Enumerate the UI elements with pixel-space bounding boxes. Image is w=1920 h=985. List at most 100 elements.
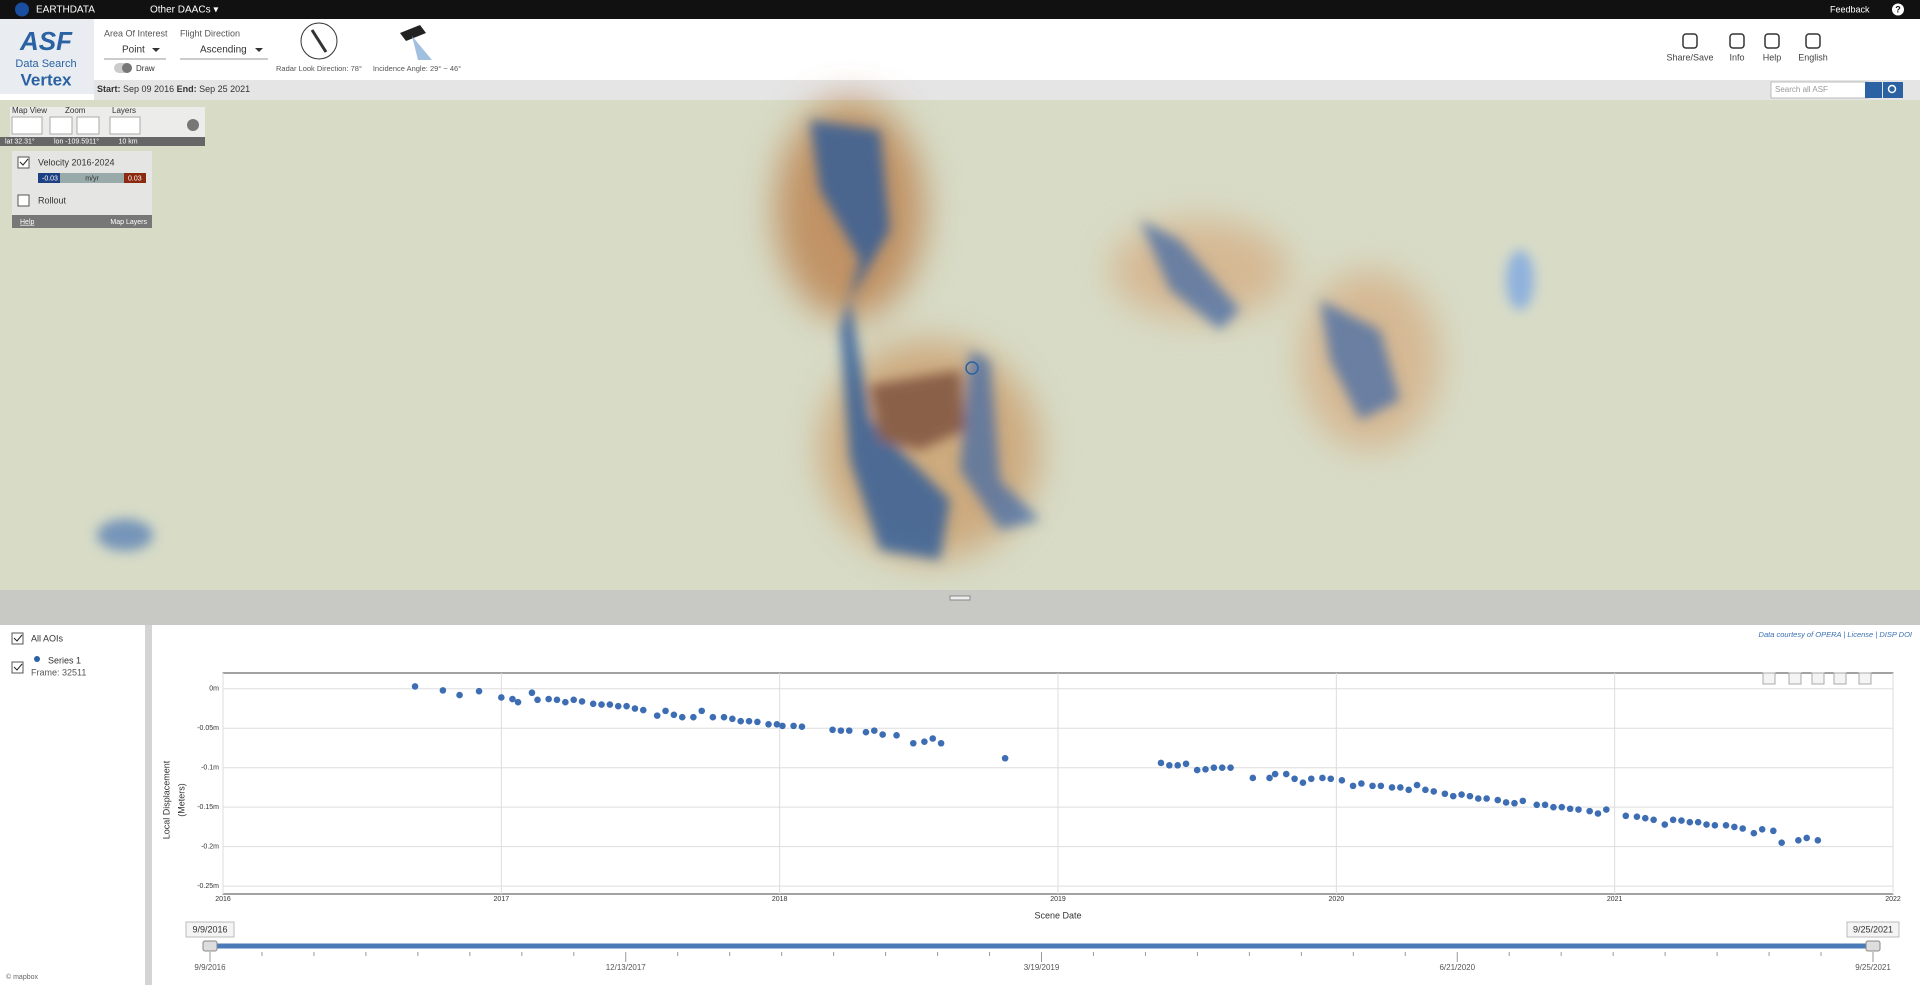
colorbar-unit: m/yr — [85, 175, 99, 182]
y-tick-label: -0.15m — [197, 804, 219, 811]
layer-name: Rollout — [38, 195, 67, 205]
pin — [34, 656, 40, 662]
point — [1193, 766, 1201, 774]
point — [475, 687, 483, 695]
point — [514, 698, 522, 706]
map-layers-link[interactable]: Map Layers — [110, 219, 147, 226]
point — [1533, 801, 1541, 809]
point — [1633, 813, 1641, 820]
point — [779, 722, 786, 730]
help-link[interactable]: Help — [20, 219, 35, 226]
point — [1519, 797, 1527, 805]
slider-handle[interactable] — [1865, 940, 1881, 952]
checkbox[interactable] — [11, 632, 24, 645]
y-tick-label: -0.1m — [201, 765, 219, 772]
modebar-button[interactable] — [1788, 672, 1802, 685]
draw-label: Draw — [136, 64, 155, 73]
point — [1299, 779, 1307, 787]
credit: Data courtesy of OPERA | License | DISP … — [1759, 630, 1912, 639]
point — [720, 713, 728, 721]
modebar-button[interactable] — [1811, 672, 1825, 685]
point — [678, 713, 686, 721]
attribution: © mapbox — [6, 973, 39, 981]
nav-icon[interactable] — [1764, 33, 1780, 49]
collapse-button[interactable] — [187, 119, 199, 131]
zoom-in[interactable] — [49, 116, 73, 135]
point — [798, 723, 806, 730]
y-tick-label: 0m — [209, 686, 219, 693]
point — [754, 718, 761, 726]
point — [439, 687, 447, 694]
point — [871, 727, 878, 734]
colorbar-min — [38, 173, 60, 183]
point — [1669, 816, 1677, 824]
point — [509, 695, 516, 703]
nav-icon[interactable] — [1729, 33, 1745, 49]
colorbar — [38, 173, 146, 183]
slider-tick-label: 6/21/2020 — [1439, 963, 1475, 972]
date-bar — [94, 80, 1920, 100]
zoom-out[interactable] — [76, 116, 100, 135]
modebar-button[interactable] — [1762, 672, 1776, 685]
search-button[interactable] — [1883, 82, 1903, 98]
flight-value[interactable]: Ascending — [200, 45, 247, 56]
point — [456, 691, 463, 699]
layer-checkbox[interactable] — [17, 156, 30, 169]
nav-icon[interactable] — [1682, 33, 1698, 49]
point — [562, 698, 569, 706]
nav: Share/Save Info Help English — [1666, 33, 1828, 62]
point — [662, 707, 669, 715]
license-link[interactable]: License | — [1847, 630, 1877, 639]
point — [570, 696, 577, 704]
modebar-button[interactable] — [1858, 672, 1872, 685]
point — [1594, 810, 1602, 817]
layers-button[interactable] — [109, 116, 141, 135]
point — [653, 712, 661, 719]
caret — [152, 48, 160, 52]
nav-icon[interactable] — [1805, 33, 1821, 49]
help-icon[interactable] — [1892, 3, 1904, 16]
date-range: Start: Sep 09 2016 End: Sep 25 2021 — [97, 84, 250, 94]
point — [1202, 765, 1209, 773]
point — [1586, 807, 1593, 815]
point — [1814, 837, 1822, 844]
point — [1803, 834, 1811, 842]
help-mark: ? — [1895, 4, 1901, 14]
point — [1249, 774, 1257, 782]
series-name: Series 1 — [48, 655, 81, 665]
list-border — [145, 625, 152, 985]
point — [1466, 792, 1474, 800]
slider-handle[interactable] — [202, 940, 218, 952]
point — [893, 732, 900, 739]
doi-link[interactable]: DISP DOI — [1879, 630, 1912, 639]
nav-label: Info — [1729, 52, 1744, 62]
mic-button[interactable] — [1865, 82, 1882, 98]
point — [553, 696, 561, 704]
nasa-logo — [15, 2, 29, 17]
point — [1603, 806, 1610, 813]
point — [1266, 774, 1273, 782]
point — [690, 713, 697, 721]
map-view-button[interactable] — [11, 116, 43, 135]
aoi-point[interactable] — [965, 361, 979, 375]
other-daacs[interactable]: Other DAACs ▾ — [150, 5, 218, 16]
logo-sub: Data Search — [15, 58, 76, 70]
slider-start-box — [185, 921, 235, 938]
layer-name: Velocity 2016-2024 — [38, 157, 115, 167]
end-label: End: — [177, 84, 197, 94]
aoi-value[interactable]: Point — [122, 45, 145, 56]
slider-tick-label: 9/25/2021 — [1855, 963, 1891, 972]
point — [1758, 825, 1766, 833]
layer-checkbox[interactable] — [17, 194, 30, 207]
checkbox[interactable] — [11, 661, 24, 674]
divider[interactable] — [0, 590, 1920, 625]
point — [1388, 784, 1396, 791]
drag-handle[interactable] — [949, 595, 971, 601]
nav-label: English — [1798, 52, 1828, 62]
end-date: Sep 25 2021 — [199, 84, 250, 94]
point — [578, 698, 586, 705]
feedback[interactable]: Feedback — [1830, 4, 1870, 14]
point — [1227, 764, 1234, 772]
point — [1795, 837, 1802, 844]
modebar-button[interactable] — [1833, 672, 1847, 685]
